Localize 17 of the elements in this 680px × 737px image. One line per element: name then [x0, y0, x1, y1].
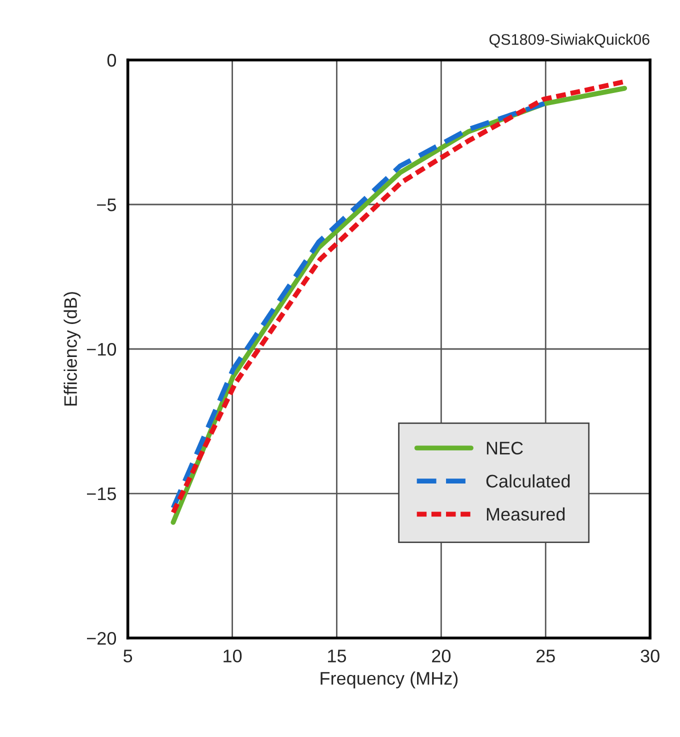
legend-label: Measured — [486, 507, 565, 521]
y-tick-label: −10 — [86, 342, 116, 356]
legend-label: Calculated — [486, 474, 570, 488]
legend-label: NEC — [486, 442, 523, 454]
y-tick-label: −20 — [86, 632, 116, 645]
y-tick-label: −15 — [86, 488, 116, 500]
y-axis-title: Efficiency (dB) — [64, 292, 81, 406]
y-tick-label: 0 — [107, 54, 116, 67]
x-tick-label: 30 — [640, 650, 660, 662]
x-tick-label: 5 — [124, 650, 132, 662]
x-tick-label: 25 — [536, 650, 555, 662]
y-tick-label: −5 — [97, 198, 116, 212]
x-tick-label: 20 — [432, 650, 451, 662]
x-axis-title: Frequency (MHz) — [320, 672, 458, 688]
x-tick-label: 10 — [224, 650, 242, 662]
x-tick-label: 15 — [328, 650, 346, 662]
text: QS1809-SiwiakQuick06 — [489, 34, 650, 48]
